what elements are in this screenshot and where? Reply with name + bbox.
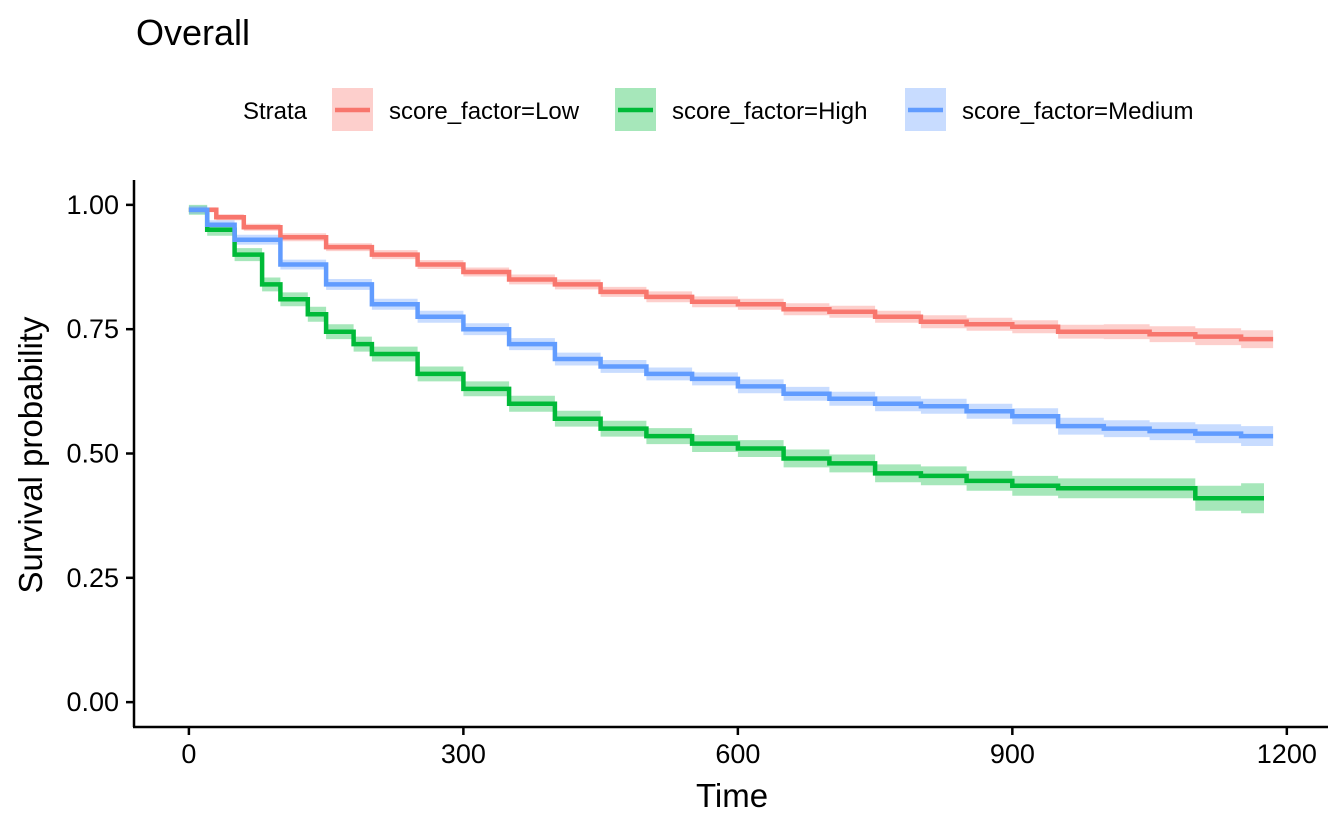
legend-title: Strata — [243, 98, 308, 125]
x-axis-title: Time — [696, 777, 768, 814]
y-tick-label: 0.00 — [66, 687, 119, 717]
chart-title: Overall — [136, 12, 250, 53]
x-tick-label: 1200 — [1257, 739, 1317, 769]
legend-label: score_factor=Medium — [962, 98, 1193, 125]
y-tick-label: 0.50 — [66, 439, 119, 469]
series-line-low — [188, 207, 1274, 342]
legend-item-high: score_factor=High — [615, 88, 867, 131]
series-line-high — [188, 207, 1264, 501]
legend-item-low: score_factor=Low — [332, 88, 580, 131]
x-tick-label: 0 — [181, 739, 196, 769]
x-tick-label: 600 — [715, 739, 760, 769]
x-tick-label: 300 — [441, 739, 486, 769]
confidence-bands — [188, 204, 1274, 514]
legend: Strata score_factor=Low score_factor=High… — [243, 88, 1193, 131]
legend-item-medium: score_factor=Medium — [905, 88, 1193, 131]
legend-label: score_factor=Low — [389, 98, 580, 125]
y-tick-label: 1.00 — [66, 190, 119, 220]
y-tick-label: 0.75 — [66, 314, 119, 344]
y-tick-label: 0.25 — [66, 563, 119, 593]
x-axis-ticks: 0 300 600 900 1200 — [181, 727, 1317, 769]
y-axis-title: Survival probability — [12, 316, 49, 593]
legend-label: score_factor=High — [672, 98, 867, 125]
y-axis-ticks: 0.00 0.25 0.50 0.75 1.00 — [66, 190, 134, 717]
ci-band-high — [188, 204, 1264, 514]
series-lines — [188, 207, 1274, 501]
series-line-medium — [188, 207, 1274, 439]
x-tick-label: 900 — [990, 739, 1035, 769]
